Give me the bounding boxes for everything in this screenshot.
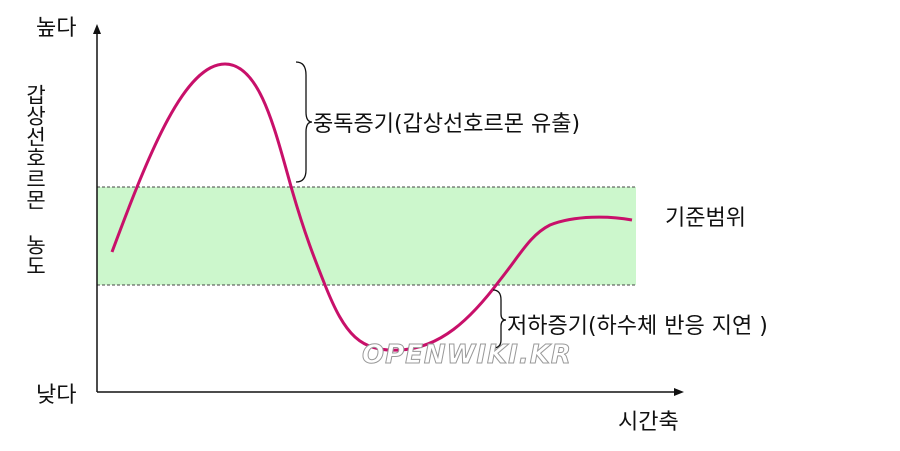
high-label: 높다 bbox=[36, 16, 77, 41]
y-axis-label: 갑상선호르몬 농도 bbox=[23, 84, 47, 276]
x-arrow bbox=[674, 388, 684, 396]
reference-label: 기준범위 bbox=[665, 206, 746, 231]
reference-band bbox=[97, 187, 636, 285]
upper-brace bbox=[295, 61, 313, 183]
lower-brace bbox=[492, 289, 507, 349]
watermark: OPENWIKI.KR bbox=[362, 340, 572, 371]
x-axis-label: 시간축 bbox=[618, 410, 679, 435]
hypo-annotation: 저하증기(하수체 반응 지연 ) bbox=[507, 314, 768, 339]
hormone-curve bbox=[110, 62, 633, 352]
y-arrow bbox=[93, 24, 101, 34]
hyper-annotation: 중독증기(갑상선호르몬 유출) bbox=[313, 112, 581, 137]
low-label: 낮다 bbox=[36, 383, 77, 408]
